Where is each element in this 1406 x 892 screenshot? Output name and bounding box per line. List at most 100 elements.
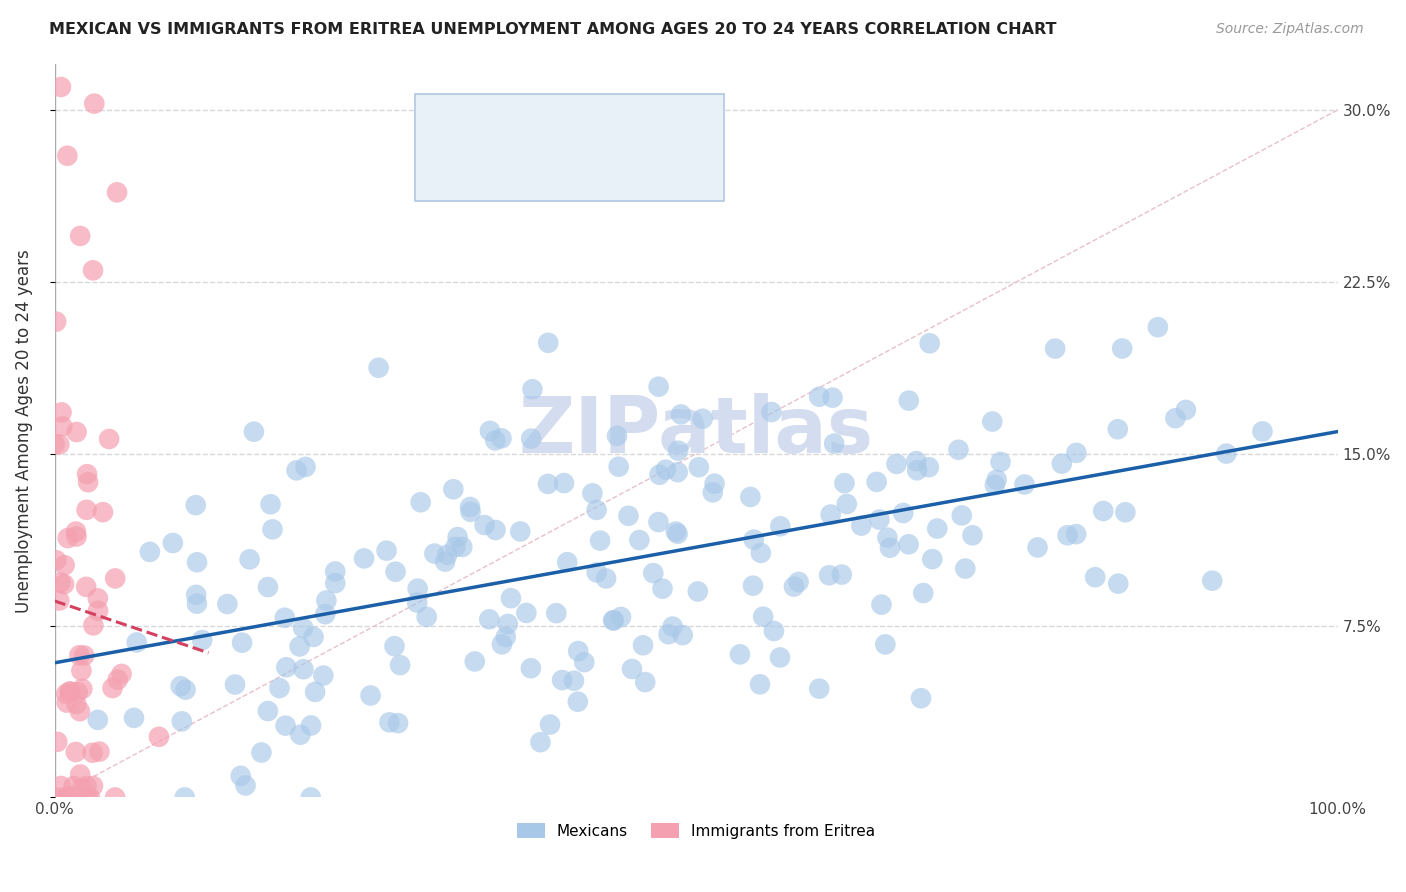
Point: [666, 443, 689, 458]
Point: [546, 606, 568, 620]
Point: [666, 465, 689, 479]
Point: [742, 579, 765, 593]
Point: [491, 637, 513, 651]
Point: [229, 769, 252, 783]
Point: [897, 537, 920, 551]
Point: [169, 679, 191, 693]
Point: [82, 746, 104, 760]
Point: [441, 483, 464, 497]
Point: [520, 432, 543, 446]
Point: [655, 463, 678, 477]
Point: [65, 524, 87, 539]
Point: [769, 519, 792, 533]
Point: [581, 486, 603, 500]
Point: [170, 714, 193, 729]
Point: [876, 531, 898, 545]
Point: [1251, 425, 1274, 439]
Point: [51, 405, 73, 419]
Point: [905, 463, 928, 477]
Point: [628, 533, 651, 547]
Point: [104, 571, 127, 585]
Point: [375, 543, 398, 558]
Point: [49, 80, 72, 95]
Point: [257, 704, 280, 718]
Point: [990, 455, 1012, 469]
Point: [48, 437, 70, 451]
Point: [186, 555, 208, 569]
Point: [821, 391, 844, 405]
Point: [610, 610, 633, 624]
Point: [75, 580, 97, 594]
Point: [87, 591, 110, 606]
Point: [269, 681, 291, 695]
Point: [76, 503, 98, 517]
Point: [56, 790, 79, 805]
Point: [224, 677, 246, 691]
Point: [436, 548, 458, 562]
Point: [1164, 411, 1187, 425]
Point: [384, 639, 406, 653]
Point: [537, 476, 560, 491]
Point: [70, 664, 93, 678]
Point: [866, 475, 889, 489]
Point: [672, 628, 695, 642]
Point: [585, 566, 607, 580]
Point: [239, 552, 262, 566]
Point: [387, 716, 409, 731]
Point: [105, 186, 128, 200]
Point: [76, 790, 98, 805]
Point: [529, 735, 551, 749]
Point: [434, 555, 457, 569]
Point: [69, 229, 91, 244]
Point: [46, 735, 69, 749]
Point: [360, 689, 382, 703]
Point: [389, 658, 412, 673]
Point: [1014, 477, 1036, 491]
Point: [478, 424, 501, 438]
Point: [83, 96, 105, 111]
Text: R = 0.476   N = 197: R = 0.476 N = 197: [485, 119, 640, 133]
Point: [56, 790, 79, 805]
Point: [65, 425, 87, 439]
Point: [139, 545, 162, 559]
Point: [53, 558, 76, 573]
Point: [648, 467, 671, 482]
Point: [910, 691, 932, 706]
Point: [948, 442, 970, 457]
Point: [647, 515, 669, 529]
Point: [65, 529, 87, 543]
Point: [823, 436, 845, 450]
Point: [55, 687, 77, 701]
Point: [69, 767, 91, 781]
Point: [406, 582, 429, 596]
Point: [315, 593, 337, 607]
Point: [499, 591, 522, 606]
Point: [66, 685, 89, 699]
Point: [474, 518, 496, 533]
Point: [302, 630, 325, 644]
Point: [460, 505, 482, 519]
Point: [276, 660, 298, 674]
Point: [1056, 528, 1078, 542]
Point: [299, 718, 322, 732]
Point: [962, 528, 984, 542]
Point: [323, 576, 346, 591]
Point: [761, 405, 783, 419]
Point: [835, 497, 858, 511]
Point: [173, 790, 195, 805]
Point: [235, 779, 257, 793]
Point: [574, 655, 596, 669]
Point: [669, 408, 692, 422]
Point: [787, 574, 810, 589]
Point: [444, 540, 467, 554]
Point: [49, 779, 72, 793]
Point: [56, 531, 79, 545]
Point: [491, 431, 513, 445]
Point: [868, 513, 890, 527]
Point: [378, 715, 401, 730]
Point: [384, 565, 406, 579]
Point: [808, 681, 831, 696]
Point: [76, 467, 98, 482]
Point: [537, 335, 560, 350]
Point: [125, 635, 148, 649]
